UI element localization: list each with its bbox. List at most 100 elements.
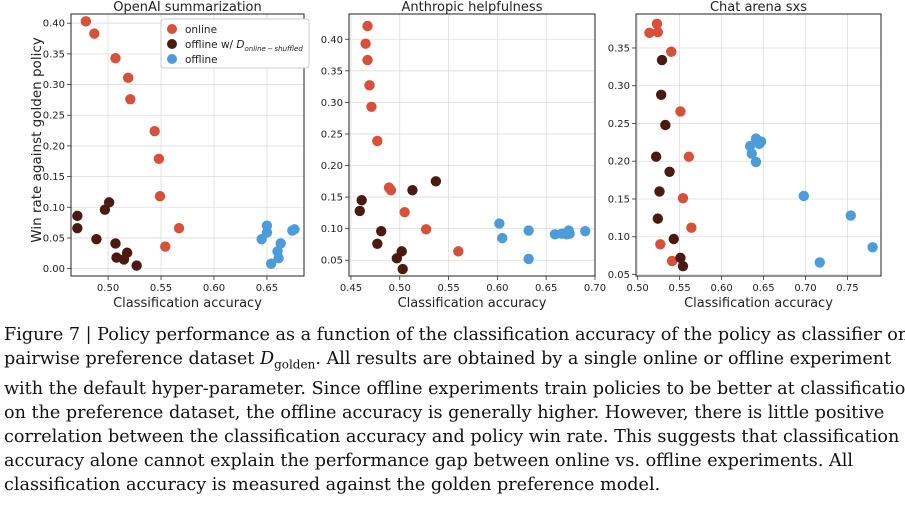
x-tick-label: 0.75 — [836, 283, 858, 294]
data-point-online — [173, 222, 185, 234]
data-point-online — [362, 54, 373, 66]
y-tick-label: 0.10 — [321, 224, 343, 235]
data-point-shuffled — [668, 233, 679, 245]
data-point-offline — [497, 232, 508, 244]
y-tick-label: 0.25 — [608, 119, 630, 130]
chart-title: Chat arena sxs — [710, 0, 807, 15]
data-point-shuffled — [677, 260, 689, 272]
y-tick-label: 0.30 — [608, 81, 630, 92]
y-tick-label: 0.05 — [608, 270, 630, 281]
data-point-shuffled — [430, 176, 442, 187]
data-point-shuffled — [397, 263, 408, 275]
data-point-shuffled — [654, 186, 665, 197]
data-point-online — [652, 26, 664, 38]
y-tick-label: 0.35 — [321, 66, 343, 77]
legend-marker-shuffled — [167, 39, 177, 49]
legend-marker-online — [167, 24, 177, 34]
data-point-online — [125, 94, 136, 105]
data-point-offline — [289, 224, 300, 235]
figure: Win rate against golden policy 0.50 0.55 0… — [29, 0, 882, 310]
data-point-shuffled — [656, 54, 668, 66]
caption-dataset-symbol: D — [259, 349, 275, 369]
chart-title: OpenAI summarization — [113, 0, 262, 15]
legend-marker-offline — [167, 54, 177, 64]
legend-label-shuffled: offline w/ Donline − shuffled — [185, 39, 303, 53]
y-tick-label: 0.30 — [43, 80, 65, 91]
data-point-online — [675, 106, 686, 117]
caption-line-5: correlation between the classification a… — [4, 426, 900, 447]
data-point-offline — [750, 156, 762, 168]
data-point-shuffled — [72, 222, 83, 234]
data-point-shuffled — [660, 119, 671, 131]
y-tick-label: 0.10 — [608, 232, 630, 243]
data-point-offline — [523, 225, 534, 236]
x-tick-label: 0.50 — [389, 283, 411, 294]
data-point-shuffled — [103, 197, 115, 208]
data-point-offline — [494, 218, 505, 229]
y-tick-label: 0.30 — [321, 98, 343, 109]
y-tick-label: 0.35 — [608, 43, 630, 54]
x-tick-label: 0.65 — [256, 283, 278, 294]
chart-title: Anthropic helpfulness — [402, 0, 543, 15]
data-point-offline — [746, 148, 757, 159]
x-tick-label: 0.70 — [584, 283, 606, 294]
data-point-online — [420, 224, 432, 235]
data-point-shuffled — [372, 238, 383, 250]
data-point-shuffled — [664, 166, 675, 178]
legend-label-shuffled-prefix: offline w/ — [185, 39, 236, 51]
data-point-online — [683, 151, 695, 162]
y-tick-label: 0.25 — [321, 129, 343, 140]
data-point-online — [89, 28, 100, 39]
data-point-online — [364, 80, 375, 91]
data-point-online — [360, 38, 371, 49]
data-point-online — [122, 72, 134, 84]
data-point-online — [153, 153, 165, 165]
data-point-offline — [798, 190, 810, 202]
data-point-offline — [814, 257, 825, 268]
data-point-shuffled — [131, 260, 142, 271]
data-point-online — [666, 255, 678, 267]
x-tick-label: 0.65 — [752, 283, 774, 294]
x-tick-label: 0.50 — [97, 283, 119, 294]
x-axis-label: Classification accuracy — [684, 296, 833, 310]
data-point-online — [453, 246, 464, 257]
caption-line-6: accuracy alone cannot explain the perfor… — [4, 450, 853, 471]
data-point-online — [686, 222, 697, 233]
data-point-offline — [523, 253, 534, 265]
y-tick-label: 0.15 — [321, 193, 343, 204]
data-point-online — [149, 125, 160, 137]
data-point-offline — [261, 227, 273, 238]
legend: online offline w/ Donline − shuffled off… — [160, 18, 310, 69]
data-point-online — [651, 18, 663, 30]
data-point-shuffled — [675, 252, 686, 264]
data-point-online — [644, 27, 655, 39]
data-point-online — [160, 241, 171, 252]
data-point-shuffled — [121, 247, 133, 258]
data-point-shuffled — [356, 195, 367, 206]
x-tick-label: 0.45 — [340, 283, 362, 294]
data-point-offline — [845, 210, 856, 221]
x-tick-label: 0.55 — [437, 283, 459, 294]
y-tick-label: 0.25 — [43, 111, 65, 122]
y-tick-label: 0.40 — [43, 19, 65, 30]
legend-box — [160, 18, 310, 69]
data-point-offline — [754, 138, 765, 150]
data-point-offline — [265, 258, 277, 269]
data-point-online — [366, 101, 377, 113]
data-point-shuffled — [396, 246, 407, 257]
y-tick-label: 0.20 — [608, 157, 630, 168]
y-tick-label: 0.35 — [43, 49, 65, 60]
x-tick-label: 0.50 — [627, 283, 649, 294]
data-point-online — [372, 135, 383, 147]
x-tick-label: 0.55 — [150, 283, 172, 294]
data-point-offline — [564, 228, 575, 239]
data-point-shuffled — [650, 151, 662, 162]
y-tick-label: 0.05 — [43, 233, 65, 244]
caption-line-2-start: pairwise preference dataset — [4, 349, 260, 369]
x-axis-label: Classification accuracy — [398, 296, 547, 310]
x-tick-label: 0.60 — [486, 283, 508, 294]
legend-label-shuffled-symbol: D — [236, 39, 244, 51]
data-point-shuffled — [652, 213, 664, 224]
data-point-shuffled — [354, 205, 365, 217]
caption-line-4: on the preference dataset, the offline a… — [4, 402, 885, 423]
